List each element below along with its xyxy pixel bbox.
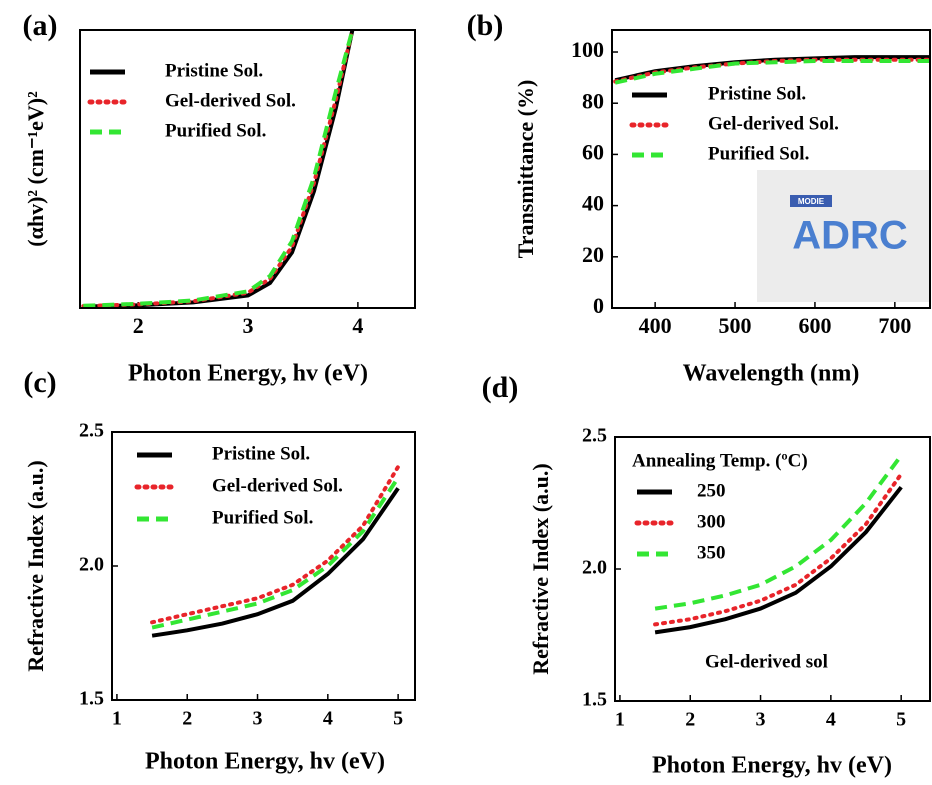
y-tick-label: 2.0: [582, 557, 607, 579]
y-tick-label: 2.0: [79, 554, 104, 576]
series-line: [151, 476, 400, 630]
series-line: [653, 472, 904, 627]
legend-label: 250: [697, 480, 726, 501]
inset-badge: [790, 195, 832, 207]
inset-photo: [757, 170, 930, 302]
legend-label: Pristine Sol.: [212, 443, 310, 464]
panel: (c) Photon Energy, hv (eV) Refractive Inde…: [23, 366, 416, 775]
x-tick-label: 5: [393, 708, 403, 730]
series-line: [614, 59, 930, 85]
y-tick-label: 1.5: [582, 689, 607, 711]
y-tick-label: 100: [571, 37, 604, 62]
legend-label: Gel-derived Sol.: [708, 113, 839, 134]
x-tick-label: 2: [685, 709, 695, 731]
plot-frame: [614, 436, 931, 702]
panel-label: (d): [482, 371, 519, 404]
x-tick-label: 4: [826, 709, 836, 731]
x-axis-label: Photon Energy, hv (eV): [128, 361, 368, 387]
y-tick-label: 2.5: [582, 425, 607, 447]
x-tick-label: 3: [253, 708, 263, 730]
y-axis-label: Refractive Index (a.u.): [528, 463, 553, 674]
x-tick-label: 1: [615, 709, 625, 731]
x-axis-label: Photon Energy, hv (eV): [145, 749, 385, 775]
legend-label: 300: [697, 511, 726, 532]
x-tick-label: 4: [352, 313, 363, 338]
x-tick-label: 1: [112, 708, 122, 730]
y-tick-label: 0: [593, 293, 604, 318]
legend-label: Purified Sol.: [212, 507, 313, 528]
y-tick-label: 40: [582, 191, 604, 216]
x-axis-label: Wavelength (nm): [683, 361, 860, 387]
plot-frame: [111, 431, 416, 701]
series-line: [151, 487, 400, 638]
series-line: [654, 485, 903, 635]
panel-label: (b): [467, 9, 504, 42]
x-tick-label: 4: [323, 708, 333, 730]
legend-label: Purified Sol.: [708, 143, 809, 164]
x-tick-label: 500: [719, 313, 752, 338]
legend-label: Gel-derived Sol.: [165, 90, 296, 111]
x-axis-label: Photon Energy, hv (eV): [652, 753, 892, 779]
legend-label: Purified Sol.: [165, 120, 266, 141]
legend-label: 350: [697, 542, 726, 563]
x-tick-label: 2: [133, 313, 144, 338]
y-axis-label: (αhv)² (cm⁻¹eV)²: [23, 91, 48, 247]
panel: (a) Photon Energy, hv (eV) (αhv)² (cm⁻¹eV)…: [23, 9, 416, 387]
y-axis-label: Transmittance (%): [513, 80, 538, 259]
y-tick-label: 2.5: [79, 420, 104, 442]
plot-frame: [79, 29, 416, 309]
series-line: [654, 454, 903, 611]
x-tick-label: 700: [878, 313, 911, 338]
y-tick-label: 20: [582, 242, 604, 267]
series-line: [150, 464, 401, 625]
panel-label: (a): [23, 9, 58, 42]
x-tick-label: 600: [798, 313, 831, 338]
series-line: [83, 30, 355, 308]
panel: (b) Wavelength (nm) Transmittance (%) MODIE…: [467, 9, 931, 387]
legend-label: Pristine Sol.: [708, 83, 806, 104]
plot-frame: [611, 29, 931, 309]
legend-label: Gel-derived Sol.: [212, 475, 343, 496]
x-tick-label: 400: [639, 313, 672, 338]
y-tick-label: 1.5: [79, 688, 104, 710]
legend-label: Pristine Sol.: [165, 60, 263, 81]
inset-text: MODIE: [798, 197, 825, 206]
y-tick-label: 60: [582, 139, 604, 164]
x-tick-label: 2: [182, 708, 192, 730]
y-axis-label: Refractive Index (a.u.): [23, 460, 48, 671]
panel-label: (c): [23, 366, 56, 399]
x-tick-label: 5: [896, 709, 906, 731]
x-tick-label: 3: [243, 313, 254, 338]
x-tick-label: 3: [756, 709, 766, 731]
panel: (d) Photon Energy, hv (eV) Refractive Inde…: [482, 371, 931, 779]
legend-title: Annealing Temp. (ºC): [632, 450, 808, 471]
annotation: Gel-derived sol: [705, 651, 828, 672]
inset-text: ADRC: [792, 214, 908, 258]
y-tick-label: 80: [582, 88, 604, 113]
